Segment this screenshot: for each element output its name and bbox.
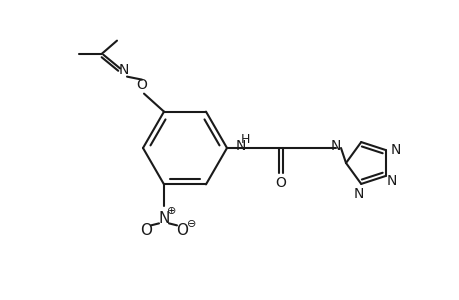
Text: O: O: [136, 78, 147, 92]
Text: N: N: [235, 139, 246, 153]
Text: O: O: [275, 176, 286, 190]
Text: O: O: [176, 223, 188, 238]
Text: O: O: [140, 223, 151, 238]
Text: N: N: [118, 63, 129, 76]
Text: ⊕: ⊕: [167, 206, 176, 216]
Text: N: N: [330, 139, 341, 153]
Text: N: N: [158, 211, 169, 226]
Text: N: N: [390, 143, 400, 157]
Text: ⊖: ⊖: [187, 219, 196, 230]
Text: N: N: [353, 187, 364, 201]
Text: N: N: [386, 174, 396, 188]
Text: H: H: [240, 133, 249, 146]
